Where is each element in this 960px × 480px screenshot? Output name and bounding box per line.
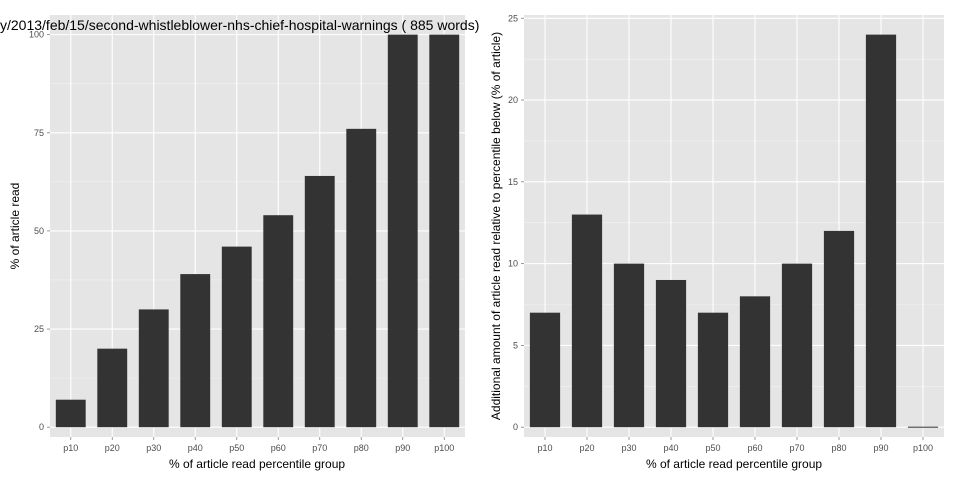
x-tick-label: p30 — [621, 443, 636, 453]
bar-p40 — [180, 274, 211, 428]
left-y-axis-title: % of article read — [8, 183, 22, 270]
right-y-tick-labels: 0 5 10 15 20 25 — [508, 13, 524, 432]
bar-p50 — [221, 246, 252, 428]
bar-p10 — [55, 399, 86, 428]
y-tick-label: 50 — [34, 226, 44, 236]
bar-p70 — [781, 263, 813, 428]
bar-p80 — [346, 128, 377, 428]
x-tick-label: p100 — [434, 443, 454, 453]
right-x-axis-title: % of article read percentile group — [646, 457, 822, 471]
y-tick-label: 0 — [39, 422, 44, 432]
bar-p90 — [865, 34, 897, 428]
x-tick-label: p100 — [913, 443, 933, 453]
x-tick-label: p80 — [354, 443, 369, 453]
y-tick-label: 75 — [34, 128, 44, 138]
bar-p40 — [655, 279, 687, 428]
bar-p50 — [697, 312, 729, 428]
x-tick-label: p40 — [188, 443, 203, 453]
left-y-tick-labels: 0 25 50 75 100 — [29, 30, 50, 432]
bar-p60 — [739, 296, 771, 428]
bar-p20 — [571, 214, 603, 428]
x-tick-label: p80 — [831, 443, 846, 453]
y-tick-label: 15 — [508, 177, 518, 187]
y-tick-label: 20 — [508, 95, 518, 105]
x-tick-label: p40 — [663, 443, 678, 453]
x-tick-label: p50 — [229, 443, 244, 453]
x-tick-label: p20 — [105, 443, 120, 453]
bar-p60 — [263, 215, 294, 428]
y-tick-label: 10 — [508, 259, 518, 269]
x-tick-label: p90 — [873, 443, 888, 453]
x-tick-label: p20 — [579, 443, 594, 453]
bar-p10 — [529, 312, 561, 428]
bar-p20 — [97, 348, 128, 428]
x-tick-label: p90 — [395, 443, 410, 453]
left-x-tick-labels: p10 p20 p30 p40 p50 p60 p70 p80 p90 p100 — [63, 437, 454, 453]
y-tick-label: 5 — [513, 340, 518, 350]
bar-p30 — [613, 263, 645, 428]
left-bars — [55, 34, 460, 428]
x-tick-label: p70 — [789, 443, 804, 453]
bar-p80 — [823, 230, 855, 428]
x-tick-label: p60 — [747, 443, 762, 453]
right-bars — [529, 34, 939, 428]
bar-p90 — [387, 34, 418, 428]
y-tick-label: 100 — [29, 30, 44, 40]
x-tick-label: p10 — [537, 443, 552, 453]
left-x-axis-title: % of article read percentile group — [169, 457, 345, 471]
right-y-axis-title: Additional amount of article read relati… — [489, 32, 503, 420]
x-tick-label: p10 — [63, 443, 78, 453]
bar-p100 — [429, 34, 460, 428]
right-x-tick-labels: p10 p20 p30 p40 p50 p60 p70 p80 p90 p100 — [537, 437, 933, 453]
left-chart-title: y/2013/feb/15/second-whistleblower-nhs-c… — [0, 17, 479, 33]
x-tick-label: p50 — [705, 443, 720, 453]
bar-p30 — [138, 309, 169, 428]
x-tick-label: p30 — [146, 443, 161, 453]
x-tick-label: p60 — [271, 443, 286, 453]
y-tick-label: 25 — [508, 13, 518, 23]
bar-p70 — [304, 175, 335, 428]
y-tick-label: 0 — [513, 422, 518, 432]
bar-p100 — [907, 426, 939, 428]
x-tick-label: p70 — [312, 443, 327, 453]
y-tick-label: 25 — [34, 324, 44, 334]
